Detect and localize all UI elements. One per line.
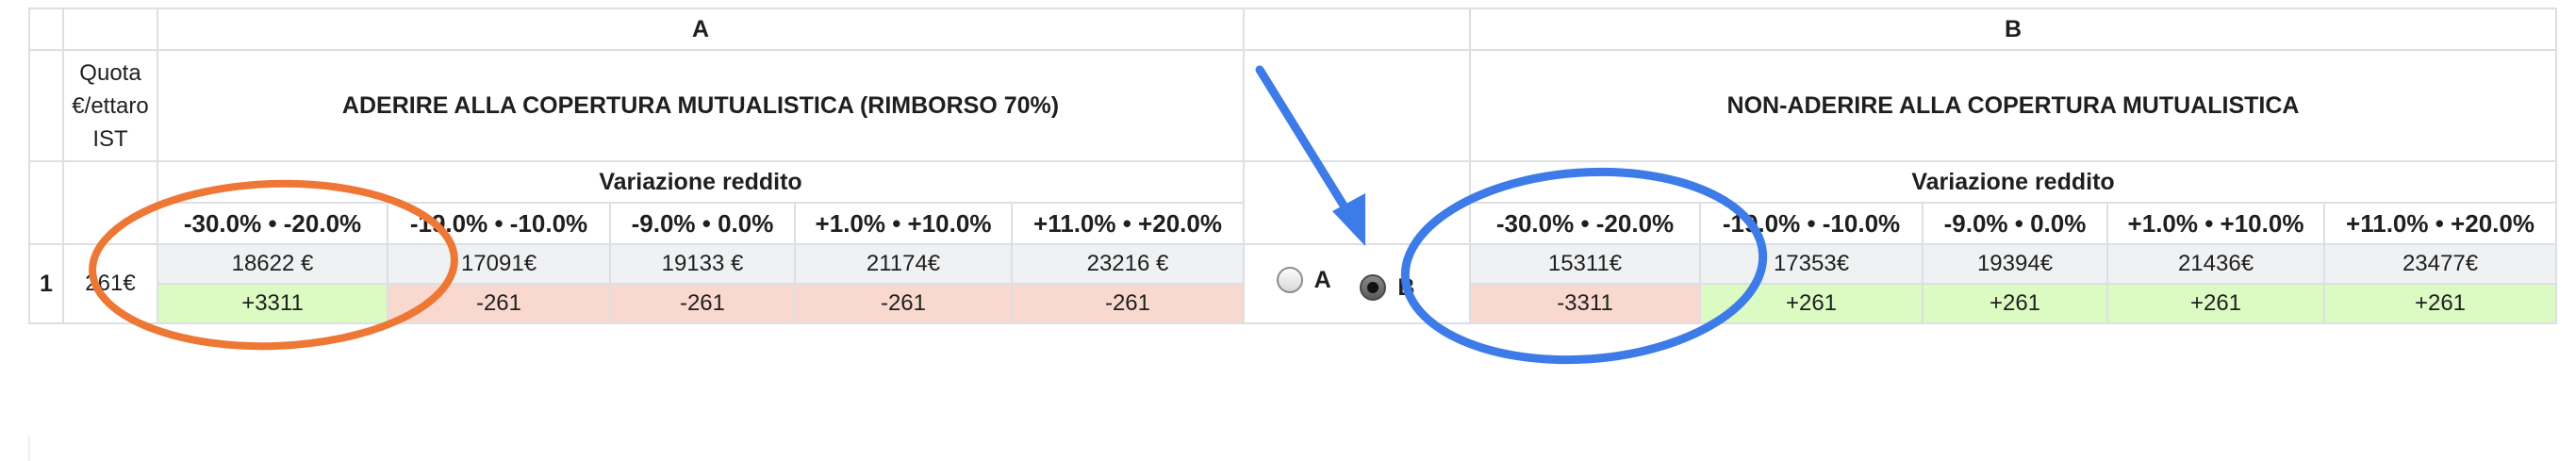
choice-header-cell (1243, 8, 1471, 51)
radio-b-dot (1367, 282, 1379, 293)
income-b: 21436€ (2106, 243, 2325, 285)
group-b-header: B (1469, 8, 2557, 51)
corner-cell (62, 8, 158, 51)
income-a: 18622 € (157, 243, 388, 285)
income-a: 23216 € (1011, 243, 1245, 285)
range-header-b: -19.0% • -10.0% (1699, 202, 1924, 245)
range-header-b: +11.0% • +20.0% (2323, 202, 2557, 245)
rownum-header-cell (28, 160, 64, 245)
variation-label-b: Variazione reddito (1469, 160, 2557, 204)
delta-b: +261 (1699, 283, 1924, 324)
range-header-a: -30.0% • -20.0% (157, 202, 388, 245)
range-header-b: +1.0% • +10.0% (2106, 202, 2325, 245)
delta-a: -261 (609, 283, 796, 324)
income-b: 15311€ (1469, 243, 1701, 285)
delta-b: -3311 (1469, 283, 1701, 324)
radio-a[interactable] (1276, 267, 1303, 293)
delta-b: +261 (2106, 283, 2325, 324)
choice-spacer-cell (1243, 160, 1471, 245)
range-header-a: -19.0% • -10.0% (387, 202, 611, 245)
divider (28, 436, 30, 461)
choice-cell: A B (1243, 243, 1471, 324)
range-header-a: +1.0% • +10.0% (794, 202, 1013, 245)
quota-spacer-cell (62, 160, 158, 245)
option-a-title: ADERIRE ALLA COPERTURA MUTUALISTICA (RIM… (157, 49, 1245, 162)
income-b: 17353€ (1699, 243, 1924, 285)
delta-a: -261 (794, 283, 1013, 324)
rownum-header-cell (28, 49, 64, 162)
radio-a-label: A (1313, 266, 1331, 293)
variation-label-a: Variazione reddito (157, 160, 1245, 204)
range-header-b: -9.0% • 0.0% (1922, 202, 2108, 245)
quota-header: Quota €/ettaro IST (62, 49, 158, 162)
quota-value: 261€ (62, 243, 158, 324)
row-number: 1 (28, 243, 64, 324)
option-b-choice[interactable]: B (1360, 274, 1414, 302)
delta-a: -261 (1011, 283, 1245, 324)
income-b: 19394€ (1922, 243, 2108, 285)
range-header-b: -30.0% • -20.0% (1469, 202, 1701, 245)
option-b-title: NON-ADERIRE ALLA COPERTURA MUTUALISTICA (1469, 49, 2557, 162)
delta-b: +261 (2323, 283, 2557, 324)
choice-title-cell (1243, 49, 1471, 162)
range-header-a: -9.0% • 0.0% (609, 202, 796, 245)
radio-b[interactable] (1360, 274, 1387, 301)
radio-b-label: B (1397, 273, 1415, 301)
income-a: 17091€ (387, 243, 611, 285)
delta-a: +3311 (157, 283, 388, 324)
delta-a: -261 (387, 283, 611, 324)
income-a: 19133 € (609, 243, 796, 285)
payoff-table: A B Quota €/ettaro IST ADERIRE ALLA COPE… (28, 8, 2557, 324)
delta-b: +261 (1922, 283, 2108, 324)
range-header-a: +11.0% • +20.0% (1011, 202, 1245, 245)
income-a: 21174€ (794, 243, 1013, 285)
option-a-choice[interactable]: A (1276, 266, 1331, 294)
corner-cell (28, 8, 64, 51)
group-a-header: A (157, 8, 1245, 51)
income-b: 23477€ (2323, 243, 2557, 285)
